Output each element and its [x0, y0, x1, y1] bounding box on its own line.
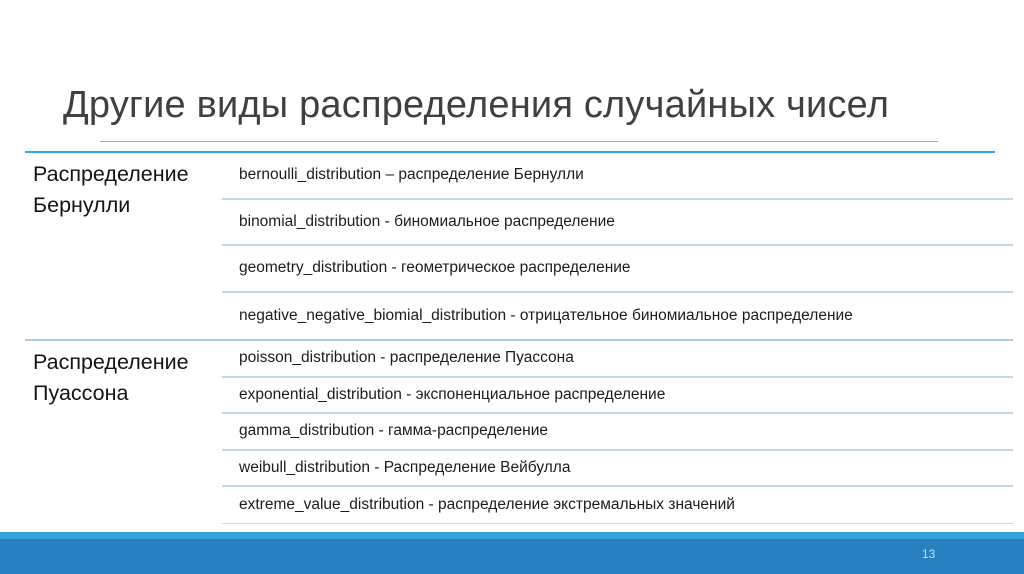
group-label-poisson: Распределение Пуассона — [33, 350, 189, 405]
title-underline-cyan — [25, 151, 995, 153]
table-row: extreme_value_distribution - распределен… — [222, 487, 1013, 524]
table-row: binomial_distribution - биномиальное рас… — [222, 200, 1013, 246]
slide-title: Другие виды распределения случайных чисе… — [63, 84, 890, 126]
title-underline-gray — [100, 141, 938, 142]
group-rows-poisson: poisson_distribution - распределение Пуа… — [222, 341, 1013, 524]
footer-accent-strip — [0, 532, 1024, 539]
distribution-table: Распределение Бернулли bernoulli_distrib… — [25, 153, 1013, 524]
table-row: gamma_distribution - гамма-распределение — [222, 414, 1013, 451]
group-rows-bernoulli: bernoulli_distribution – распределение Б… — [222, 153, 1013, 339]
group-label-bernoulli: Распределение Бернулли — [33, 162, 189, 217]
footer-bar: 13 — [0, 539, 1024, 574]
table-row: poisson_distribution - распределение Пуа… — [222, 341, 1013, 378]
table-row: weibull_distribution - Распределение Вей… — [222, 451, 1013, 487]
table-row: negative_negative_biomial_distribution -… — [239, 306, 853, 324]
table-row: geometry_distribution - геометрическое р… — [222, 246, 1013, 293]
table-group-poisson: Распределение Пуассона poisson_distribut… — [25, 339, 1013, 524]
table-row: exponential_distribution - экспоненциаль… — [222, 378, 1013, 414]
page-number: 13 — [922, 547, 936, 561]
table-group-bernoulli: Распределение Бернулли bernoulli_distrib… — [25, 153, 1013, 339]
table-row: bernoulli_distribution – распределение Б… — [222, 153, 1013, 200]
